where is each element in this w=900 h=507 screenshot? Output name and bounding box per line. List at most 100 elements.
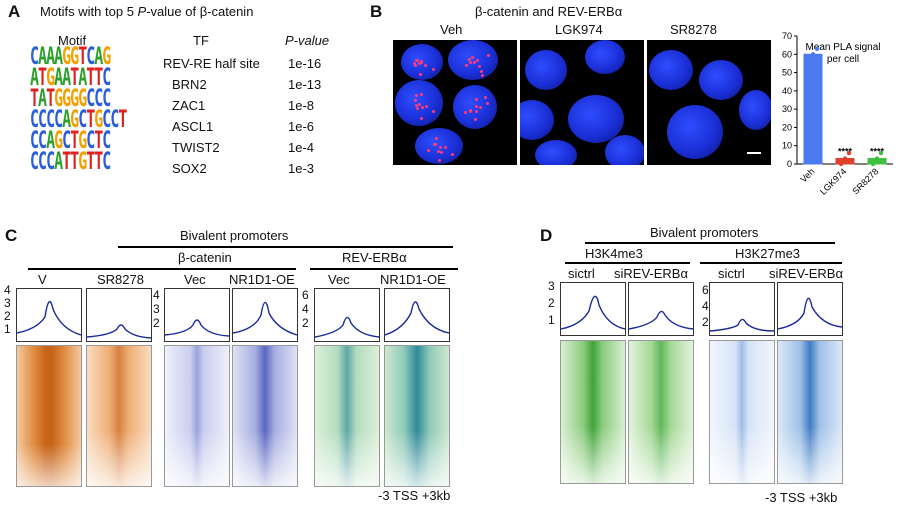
pla-spot — [465, 64, 469, 68]
panel-d-subgroup-h3k4: H3K4me3 — [585, 246, 643, 261]
tf-name: SOX2 — [172, 161, 207, 176]
panel-c-label: C — [5, 226, 18, 245]
pla-spot — [423, 64, 427, 68]
pla-spot — [487, 54, 491, 58]
pla-spot — [421, 105, 425, 109]
pla-spot — [473, 60, 477, 64]
panel-a-title: Motifs with top 5 P-value of β-catenin — [40, 4, 253, 19]
panel-d-col-sictrl2: sictrl — [718, 266, 745, 281]
data-point — [806, 57, 812, 62]
panel-d-subgroup-h3k27: H3K27me3 — [735, 246, 801, 261]
pla-spot — [474, 105, 478, 109]
data-point — [838, 161, 844, 167]
panel-d-group-title: Bivalent promoters — [650, 225, 759, 240]
tf-name: REV-RE half site — [163, 56, 260, 71]
pla-spot — [469, 61, 473, 65]
pla-spot — [470, 56, 474, 60]
panel-c-col-vec1: Vec — [184, 272, 206, 287]
pla-spot — [473, 117, 477, 121]
panel-a-title-suffix: -value of β-catenin — [146, 4, 254, 19]
profile-d-sirev1 — [628, 282, 694, 336]
panel-c-col-nr1d1-2: NR1D1-OE — [380, 272, 446, 287]
pla-spot — [438, 145, 442, 149]
pla-spot — [475, 59, 479, 63]
microscopy-sr8278 — [647, 40, 771, 165]
heatmap-d-sirev2 — [777, 340, 843, 484]
pvalue: 1e-13 — [288, 77, 322, 92]
pvalue: 1e-16 — [288, 56, 322, 71]
microscopy-veh — [393, 40, 517, 165]
pla-bar-chart: Mean PLA signal per cell 0 10 20 30 40 50 60 70… — [782, 31, 893, 197]
profile-d-sirev2 — [777, 282, 843, 336]
microscopy-lgk974 — [520, 40, 644, 165]
data-point — [810, 52, 816, 57]
pvalue: 1e-8 — [288, 98, 315, 113]
profile-c-sr8278 — [86, 288, 152, 342]
y-tick-label: 20 — [782, 122, 792, 132]
data-point — [846, 150, 852, 156]
profile-c-vec2 — [314, 288, 380, 342]
pla-spot — [440, 151, 444, 155]
pvalue: 1e-6 — [288, 119, 315, 134]
heatmap-c-v — [16, 345, 82, 487]
pla-spot — [479, 105, 483, 109]
motif-logo: CCCCAGCTGCCT — [30, 104, 127, 134]
pvalue: 1e-3 — [288, 161, 315, 176]
data-point — [878, 150, 884, 156]
data-point — [814, 46, 820, 51]
pla-spot — [418, 72, 422, 76]
chart-title-line1: Mean PLA signal — [805, 42, 880, 53]
chart-title-line2: per cell — [827, 54, 859, 65]
pla-spot — [474, 98, 478, 102]
pla-spot — [478, 64, 482, 68]
pla-spot — [434, 136, 438, 140]
panel-b-title: β-catenin and REV-ERBα — [475, 4, 623, 19]
heatmap-d-sictrl2 — [709, 340, 775, 484]
tf-name: ZAC1 — [172, 98, 206, 113]
profile-c-nr1d1-2 — [384, 288, 450, 342]
panel-b-label: B — [370, 2, 383, 21]
pla-spot — [425, 104, 429, 108]
panel-a-title-italic: P — [137, 4, 147, 19]
panel-a-title-prefix: Motifs with top 5 — [40, 4, 138, 19]
pla-spot — [437, 159, 441, 163]
profile-c-nr1d1-1 — [232, 288, 298, 342]
pla-spot — [413, 62, 417, 66]
pvalue: 1e-4 — [288, 140, 315, 155]
profile-c-vec1 — [164, 288, 230, 342]
heatmap-c-nr1d1-1 — [232, 345, 298, 487]
data-point — [870, 161, 876, 167]
motif-logo: ATGAATATTC — [30, 62, 111, 92]
pla-spot — [427, 149, 431, 153]
pla-spot — [432, 110, 435, 114]
panel-d-col-sirev2: siREV-ERBα — [769, 266, 843, 281]
pla-spot — [414, 64, 418, 68]
panel-c-col-v: V — [38, 272, 47, 287]
tf-name: ASCL1 — [172, 119, 214, 134]
image-label-sr8278: SR8278 — [670, 22, 717, 37]
x-tick-label: LGK974 — [818, 166, 848, 196]
tf-name: TWIST2 — [172, 140, 220, 155]
profile-d-sictrl1 — [560, 282, 626, 336]
pla-spot — [419, 60, 423, 64]
panel-c-subgroup-reverb: REV-ERBα — [342, 250, 407, 265]
pla-spot — [467, 58, 471, 62]
y-tick-label: 70 — [782, 31, 792, 41]
image-label-lgk974: LGK974 — [555, 22, 603, 37]
heatmap-c-vec2 — [314, 345, 380, 487]
pla-spot — [414, 93, 418, 97]
heatmap-c-nr1d1-2 — [384, 345, 450, 487]
significance-label: **** — [870, 147, 885, 157]
motif-logo: CCAGCTGCTC — [30, 125, 111, 155]
panel-d-label: D — [540, 226, 553, 245]
heatmap-c-sr8278 — [86, 345, 152, 487]
bar-veh — [803, 53, 823, 165]
pla-spot — [417, 103, 421, 107]
y-tick-label: 30 — [782, 104, 792, 114]
motif-logo: TATGGGGCCC — [30, 83, 111, 113]
pla-spot — [417, 62, 421, 66]
motif-logo: CAAAGGTCAG — [30, 41, 111, 71]
